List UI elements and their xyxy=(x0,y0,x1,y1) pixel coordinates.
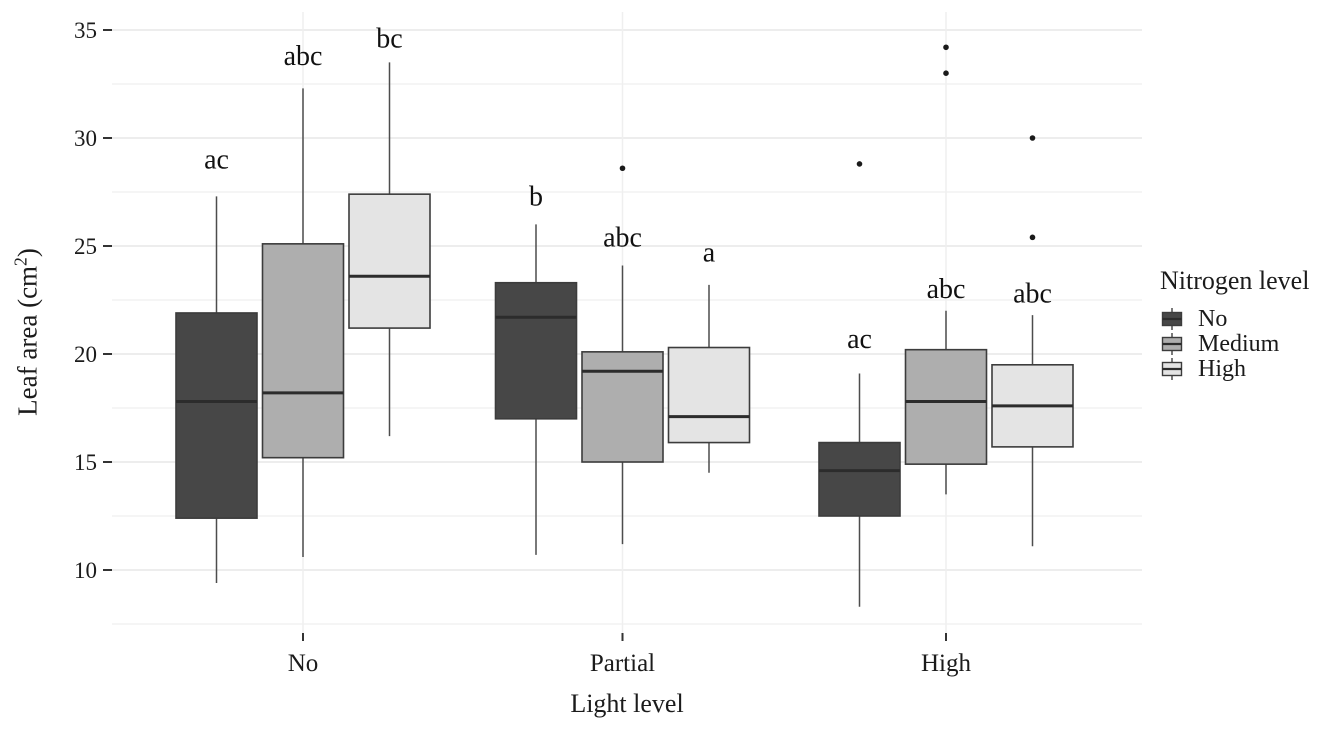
legend-key-boxplot-icon xyxy=(1161,307,1183,330)
legend-item-label: No xyxy=(1198,305,1228,332)
box-No-No xyxy=(175,312,258,519)
y-tick-label: 25 xyxy=(74,234,97,259)
y-tick-label: 15 xyxy=(74,450,97,475)
x-tick-label: No xyxy=(288,650,319,677)
outlier-dot xyxy=(943,70,949,76)
outlier-dot xyxy=(943,44,949,51)
legend: Nitrogen level No Medium High xyxy=(1160,266,1309,381)
legend-items: No Medium High xyxy=(1160,306,1309,381)
sig-letter-No-No: ac xyxy=(204,145,229,176)
box-Partial-High xyxy=(667,346,751,444)
y-tick-label: 35 xyxy=(74,18,97,43)
sig-letter-No-Medium: abc xyxy=(284,41,323,72)
x-tick-label: Partial xyxy=(590,650,655,677)
legend-item-label: High xyxy=(1198,355,1246,382)
sig-letter-High-High: abc xyxy=(1013,279,1052,310)
legend-title: Nitrogen level xyxy=(1160,266,1310,295)
sig-letter-Partial-High: a xyxy=(703,237,716,268)
y-axis-title-superscript: 2 xyxy=(10,257,31,266)
legend-item-high: High xyxy=(1160,356,1309,381)
outlier-dot xyxy=(856,161,863,167)
box-High-No xyxy=(818,441,901,517)
y-tick-label: 30 xyxy=(74,126,97,151)
box-Partial-No xyxy=(494,281,578,420)
box-No-Medium xyxy=(261,243,345,459)
box-High-Medium xyxy=(904,348,988,465)
legend-item-label: Medium xyxy=(1198,330,1280,357)
y-tick-label: 20 xyxy=(74,342,97,367)
legend-item-no: No xyxy=(1160,306,1309,331)
legend-item-medium: Medium xyxy=(1160,331,1309,356)
box-No-High xyxy=(348,193,431,329)
outlier-dot xyxy=(619,165,626,172)
sig-letter-Partial-Medium: abc xyxy=(603,222,642,253)
sig-letter-High-No: ac xyxy=(847,324,872,355)
sig-letter-High-Medium: abc xyxy=(927,274,966,305)
legend-key-boxplot-icon xyxy=(1161,357,1183,380)
box-Partial-Medium xyxy=(581,351,664,463)
legend-key-boxplot-icon xyxy=(1161,332,1183,355)
x-axis-title: Light level xyxy=(570,689,684,718)
sig-letter-No-High: bc xyxy=(376,24,402,55)
y-axis-title-text: Leaf area (cm xyxy=(12,265,43,416)
y-axis-title-close: ) xyxy=(12,248,43,258)
outlier-dot xyxy=(1029,135,1036,141)
x-tick-label: High xyxy=(921,650,972,677)
y-tick-label: 10 xyxy=(74,558,97,583)
y-axis-title: Leaf area (cm2) xyxy=(11,248,44,416)
sig-letter-Partial-No: b xyxy=(529,181,543,212)
outlier-dot xyxy=(1029,234,1036,241)
